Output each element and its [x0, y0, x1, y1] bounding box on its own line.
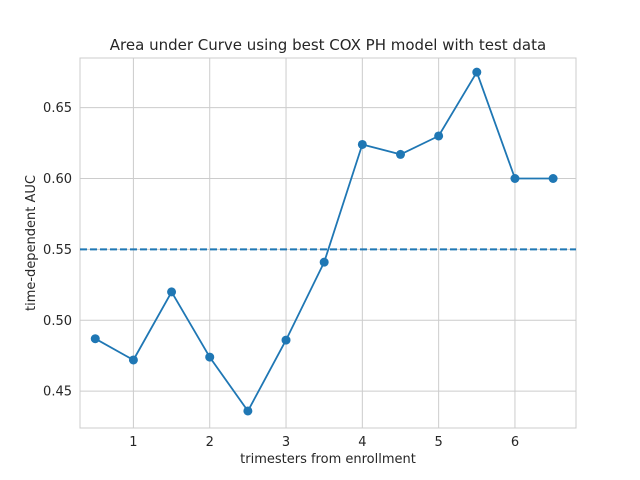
data-point — [472, 67, 482, 77]
data-point — [243, 406, 253, 416]
y-tick-labels: 0.45 0.50 0.55 0.60 0.65 — [43, 101, 72, 400]
x-tick-label: 4 — [358, 435, 366, 450]
data-point — [510, 173, 520, 183]
data-point — [548, 173, 558, 183]
y-axis-label: time-dependent AUC — [24, 175, 39, 311]
x-tick-label: 6 — [511, 435, 519, 450]
x-tick-label: 5 — [435, 435, 443, 450]
data-point — [281, 335, 291, 345]
x-axis-label: trimesters from enrollment — [240, 452, 416, 467]
data-point — [167, 287, 177, 297]
x-tick-label: 2 — [206, 435, 214, 450]
y-tick-label: 0.50 — [43, 314, 72, 329]
y-tick-label: 0.45 — [43, 385, 72, 400]
plot-area — [80, 58, 576, 428]
series-group — [90, 67, 558, 416]
data-point — [319, 257, 329, 267]
y-tick-label: 0.65 — [43, 101, 72, 116]
plot-frame — [79, 57, 577, 429]
data-point — [357, 139, 367, 149]
y-tick-label: 0.60 — [43, 172, 72, 187]
data-point — [90, 334, 100, 344]
x-tick-label: 1 — [129, 435, 137, 450]
data-point — [395, 149, 405, 159]
x-tick-labels: 1 2 3 4 5 6 — [129, 435, 519, 450]
data-point — [128, 355, 138, 365]
chart-title: Area under Curve using best COX PH model… — [110, 36, 546, 54]
data-point — [434, 131, 444, 141]
x-tick-label: 3 — [282, 435, 290, 450]
data-point — [205, 352, 215, 362]
y-tick-label: 0.55 — [43, 243, 72, 258]
